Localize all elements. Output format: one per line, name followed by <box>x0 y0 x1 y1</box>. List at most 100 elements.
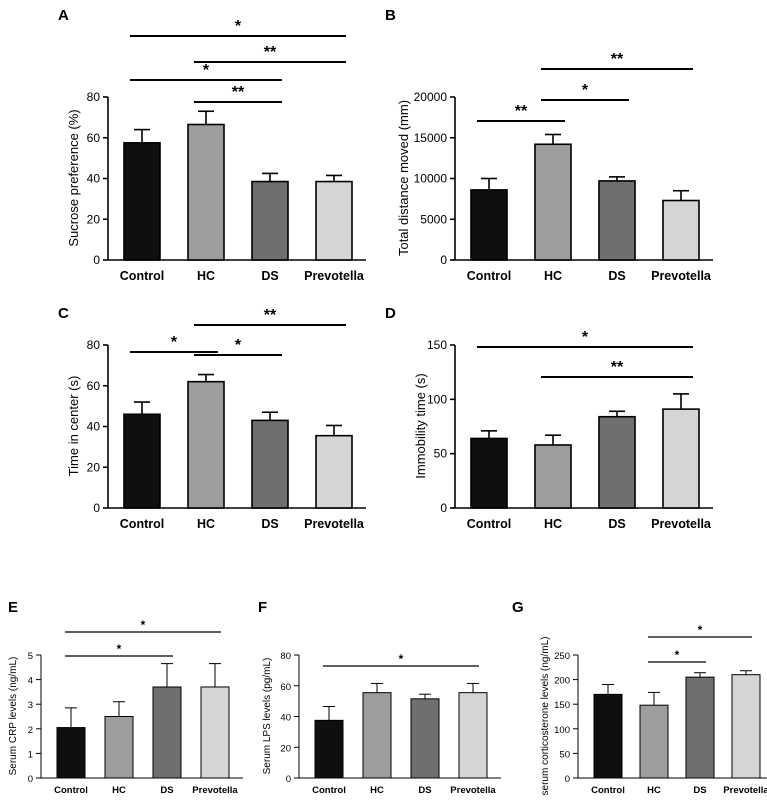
y-tick-label: 4 <box>28 676 33 687</box>
x-tick-label: Prevotella <box>450 785 496 796</box>
x-tick-label: HC <box>197 517 215 531</box>
y-tick-label: 0 <box>440 253 447 267</box>
y-tick-label: 20 <box>280 743 291 754</box>
y-tick-label: 0 <box>28 774 33 785</box>
significance-label: * <box>582 329 589 346</box>
significance-label: * <box>235 18 242 35</box>
x-tick-label: HC <box>544 517 562 531</box>
y-tick-label: 0 <box>286 774 291 785</box>
x-tick-label: HC <box>647 785 661 796</box>
significance-label: ** <box>611 51 624 68</box>
y-tick-label: 60 <box>280 682 291 693</box>
bar-control <box>470 437 508 509</box>
x-tick-label: Prevotella <box>304 269 365 283</box>
significance-label: ** <box>264 44 277 61</box>
significance-label: * <box>235 337 242 354</box>
x-tick-label: Prevotella <box>651 269 712 283</box>
bar-hc <box>104 716 134 779</box>
bar-ds <box>410 698 440 779</box>
panel-label-b: B <box>385 7 396 24</box>
y-tick-label: 3 <box>28 700 33 711</box>
y-tick-label: 0 <box>440 501 447 515</box>
x-tick-label: Control <box>312 785 346 796</box>
x-tick-label: DS <box>160 785 173 796</box>
y-axis-title: Sucrose preference (%) <box>66 109 81 246</box>
significance-label: ** <box>515 103 528 120</box>
bar-hc <box>534 143 572 261</box>
significance-label: ** <box>611 359 624 376</box>
x-tick-label: Control <box>591 785 625 796</box>
y-axis-title: Time in center (s) <box>66 376 81 477</box>
panel-label-g: G <box>512 599 524 616</box>
y-tick-label: 80 <box>87 90 101 104</box>
y-tick-label: 40 <box>87 172 101 186</box>
y-axis-title: Total distance moved (mm) <box>396 100 411 256</box>
significance-label: * <box>675 648 680 662</box>
y-tick-label: 250 <box>554 651 570 662</box>
panel-label-d: D <box>385 305 396 322</box>
y-tick-label: 40 <box>280 713 291 724</box>
bar-hc <box>362 692 392 779</box>
bar-ds <box>251 419 289 509</box>
y-tick-label: 15000 <box>414 131 448 145</box>
x-tick-label: DS <box>693 785 706 796</box>
x-tick-label: Control <box>467 269 511 283</box>
bar-prevotella <box>662 408 700 509</box>
panel-c: C Time in center (s) 0 20 40 60 80 Control HC DS P… <box>58 305 366 531</box>
x-tick-label: DS <box>608 517 625 531</box>
bar-control <box>314 719 344 779</box>
x-tick-label: Control <box>467 517 511 531</box>
bar-control <box>123 142 161 261</box>
y-tick-label: 50 <box>559 749 570 760</box>
bar-hc <box>639 704 669 779</box>
x-tick-label: HC <box>112 785 126 796</box>
y-tick-label: 0 <box>93 501 100 515</box>
y-tick-label: 5000 <box>420 212 447 226</box>
y-tick-label: 2 <box>28 725 33 736</box>
y-tick-label: 150 <box>554 700 570 711</box>
panel-label-c: C <box>58 305 69 322</box>
x-tick-label: Prevotella <box>723 785 767 796</box>
bar-ds <box>152 686 182 779</box>
significance-label: ** <box>264 307 277 324</box>
y-tick-label: 20 <box>87 212 101 226</box>
bar-prevotella <box>200 686 230 779</box>
y-axis-title: serum corticosterone levels (ng/mL) <box>540 637 551 796</box>
bar-prevotella <box>731 674 761 779</box>
significance-label: * <box>582 82 589 99</box>
y-tick-label: 100 <box>427 392 447 406</box>
x-tick-label: Prevotella <box>651 517 712 531</box>
bar-control <box>123 413 161 509</box>
y-tick-label: 5 <box>28 651 33 662</box>
y-tick-label: 0 <box>93 253 100 267</box>
panel-a: A Sucrose preference (%) 0 20 40 60 80 Control H… <box>58 7 366 283</box>
significance-label: * <box>141 618 146 632</box>
x-tick-label: HC <box>544 269 562 283</box>
x-tick-label: DS <box>608 269 625 283</box>
y-tick-label: 20000 <box>414 90 448 104</box>
y-tick-label: 50 <box>434 447 448 461</box>
y-tick-label: 80 <box>87 338 101 352</box>
significance-label: ** <box>232 84 245 101</box>
x-tick-label: Control <box>120 269 164 283</box>
panel-label-f: F <box>258 599 267 616</box>
bar-ds <box>598 415 636 509</box>
y-tick-label: 60 <box>87 131 101 145</box>
panel-d: D Immobility time (s) 0 50 100 150 Control HC DS… <box>385 305 713 531</box>
bar-ds <box>685 676 715 779</box>
y-tick-label: 0 <box>565 774 570 785</box>
panel-label-a: A <box>58 7 69 24</box>
x-tick-label: HC <box>370 785 384 796</box>
x-tick-label: DS <box>261 517 278 531</box>
bar-control <box>470 189 508 261</box>
x-tick-label: DS <box>261 269 278 283</box>
bar-ds <box>251 180 289 261</box>
significance-label: * <box>117 642 122 656</box>
bar-prevotella <box>662 199 700 261</box>
bar-prevotella <box>458 692 488 779</box>
panel-label-e: E <box>8 599 18 616</box>
y-tick-label: 20 <box>87 460 101 474</box>
bar-control <box>593 693 623 779</box>
bar-control <box>56 727 86 779</box>
